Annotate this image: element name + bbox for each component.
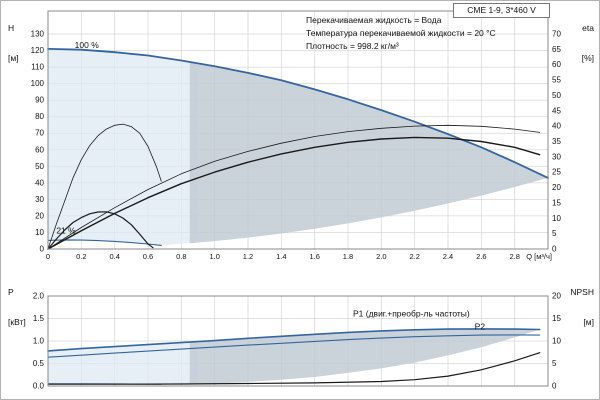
x-axis-tick-label: 1.6 [309, 252, 319, 261]
left-axis-tick-label: 0.0 [33, 382, 45, 391]
info-line-temperature: Температура перекачиваемой жидкости = 20… [306, 28, 496, 38]
envelope-light-power [48, 341, 198, 384]
x-axis-tick-label: 1.0 [209, 252, 219, 261]
right-axis-tick-label: 35 [552, 137, 561, 146]
right-axis-tick-label: 40 [552, 122, 561, 131]
speed-100-label: 100 % [75, 40, 100, 50]
panel-head: 0 10 20 30 40 50 60 70 80 90 100 110 120 130 0 5 10 15 20 2… [31, 10, 561, 261]
plot-frame-power [47, 295, 549, 387]
right-axis-tick-label: 15 [552, 198, 561, 207]
left-axis-tick-label: 80 [35, 112, 44, 121]
right-axis-tick-label: 30 [552, 152, 561, 161]
left-axis-tick-label: 20 [35, 211, 44, 220]
p2-label: P2 [475, 321, 486, 331]
x-axis-tick-label: 0 [46, 252, 50, 261]
eta-axis-unit: [%] [581, 53, 594, 63]
eta-100-lower-curve [47, 136, 541, 250]
x-axis-tick-label: 0.2 [76, 252, 86, 261]
left-axis-header-p: P [кВт] [8, 267, 26, 347]
right-axis-tick-label: 25 [552, 168, 561, 177]
x-axis-tick-label: 2.2 [409, 252, 419, 261]
right-axis-tick-label: 5 [552, 359, 557, 368]
x-axis-tick-label: 2.8 [509, 252, 519, 261]
left-axis-tick-label: 130 [31, 30, 45, 39]
right-axis-tick-label: 15 [552, 314, 561, 323]
right-axis-tick-label: 0 [552, 245, 557, 254]
envelope-light-head [48, 48, 198, 246]
right-axis-tick-label: 45 [552, 106, 561, 115]
left-axis-tick-label: 70 [35, 129, 44, 138]
right-axis-tick-label: 55 [552, 76, 561, 85]
right-axis-header-npsh: NPSH [м] [556, 267, 594, 347]
p2-curve [47, 334, 541, 358]
p-axis-name: P [8, 287, 14, 297]
p-axis-unit: [кВт] [8, 317, 26, 327]
h-curve-100 [47, 48, 549, 179]
left-axis-tick-label: 0.5 [33, 359, 45, 368]
envelope-dark-power [189, 328, 540, 385]
left-axis-tick-label: 90 [35, 96, 44, 105]
left-axis-tick-label: 1.5 [33, 314, 45, 323]
right-axis-tick-label: 20 [552, 292, 561, 301]
npsh-curve [47, 352, 541, 385]
eta-100-upper-curve [47, 124, 541, 250]
right-axis-tick-label: 20 [552, 183, 561, 192]
left-axis-tick-label: 120 [31, 46, 45, 55]
left-axis-tick-label: 50 [35, 162, 44, 171]
npsh-axis-name: NPSH [570, 287, 594, 297]
p1-curve [47, 328, 541, 352]
x-axis-tick-label: 1.2 [243, 252, 253, 261]
right-axis-header-eta: eta [%] [561, 3, 594, 83]
left-axis-tick-label: 60 [35, 145, 44, 154]
eta-axis-name: eta [582, 23, 594, 33]
info-line-density: Плотность = 998.2 кг/м³ [306, 41, 399, 51]
left-axis-tick-label: 10 [35, 228, 44, 237]
x-axis-tick-label: 2.0 [376, 252, 386, 261]
left-axis-tick-label: 1.0 [33, 337, 45, 346]
right-axis-tick-label: 5 [552, 229, 557, 238]
left-axis-header-h: H [м] [8, 3, 19, 83]
left-axis-tick-label: 2.0 [33, 292, 45, 301]
right-axis-tick-label: 10 [552, 214, 561, 223]
x-axis-tick-label: 2.4 [443, 252, 453, 261]
p1-label: P1 (двиг.+преобр-ль частоты) [353, 308, 470, 318]
x-axis-tick-label: 0.4 [109, 252, 119, 261]
h-axis-name: H [8, 23, 15, 33]
eta-21-lower-curve [47, 211, 154, 250]
plot-frame-head [47, 10, 549, 250]
panel-power: 0.0 0.5 1.0 1.5 2.0 0 5 10 15 20 P1 (двиг.+преобр-… [33, 292, 562, 391]
h-axis-unit: [м] [8, 53, 19, 63]
left-axis-tick-label: 100 [31, 79, 45, 88]
right-axis-tick-label: 70 [552, 30, 561, 39]
x-axis-tick-label: 0.8 [176, 252, 186, 261]
pump-model-title: CME 1-9, 3*460 V [453, 3, 550, 18]
right-axis-tick-label: 0 [552, 382, 557, 391]
left-axis-tick-label: 30 [35, 195, 44, 204]
eta-21-upper-curve [47, 123, 162, 250]
speed-21-label: 21 % [56, 225, 76, 235]
h-curve-21 [47, 239, 162, 246]
left-axis-tick-label: 40 [35, 178, 44, 187]
right-axis-tick-label: 50 [552, 91, 561, 100]
left-axis-tick-label: 0 [40, 245, 45, 254]
right-axis-tick-label: 65 [552, 45, 561, 54]
x-axis-tick-label: 2.6 [476, 252, 486, 261]
npsh-axis-unit: [м] [583, 317, 594, 327]
x-axis-tick-label: 1.4 [276, 252, 286, 261]
x-axis-tick-label: 1.8 [343, 252, 353, 261]
info-block: Перекачиваемая жидкость = Вода Температу… [306, 14, 496, 53]
x-axis-tick-label: 0.6 [143, 252, 153, 261]
left-axis-tick-label: 110 [31, 63, 44, 72]
x-axis-unit-label: Q [м³/ч] [526, 252, 552, 261]
right-axis-tick-label: 60 [552, 60, 561, 69]
right-axis-tick-label: 10 [552, 337, 561, 346]
envelope-dark-head [189, 61, 548, 244]
info-line-fluid: Перекачиваемая жидкость = Вода [306, 15, 442, 25]
